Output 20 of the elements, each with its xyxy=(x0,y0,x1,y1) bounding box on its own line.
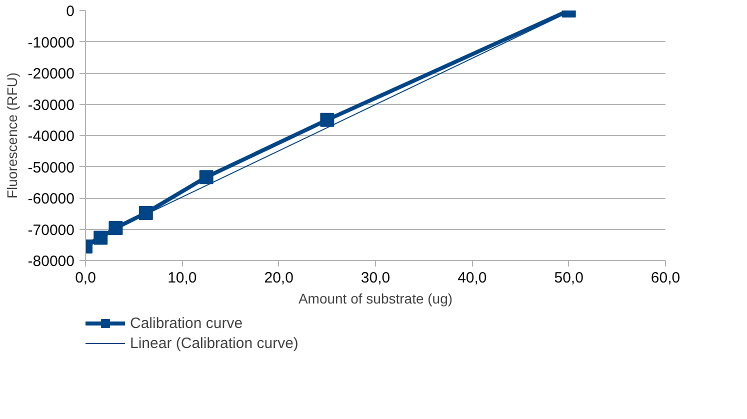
legend-label: Calibration curve xyxy=(130,314,243,333)
y-axis-title: Fluorescence (RFU) xyxy=(4,72,20,199)
y-tick-label: -20000 xyxy=(28,66,75,82)
x-axis-title: Amount of substrate (ug) xyxy=(298,290,453,306)
x-tick-label: 10,0 xyxy=(168,270,197,286)
x-tick-label: 50,0 xyxy=(554,270,584,286)
x-tick-label: 20,0 xyxy=(264,270,294,286)
y-tick-label: 0 xyxy=(66,3,74,20)
y-tick-label: -80000 xyxy=(28,253,75,270)
y-tick-label: -50000 xyxy=(28,159,75,176)
y-tick-label: -60000 xyxy=(28,190,75,208)
x-tick-label: 0,0 xyxy=(75,270,96,286)
x-tick-label: 30,0 xyxy=(360,270,390,286)
y-tick-label: -30000 xyxy=(28,96,75,114)
x-tick-label: 40,0 xyxy=(458,270,487,286)
x-tick-label: 60,0 xyxy=(650,270,680,286)
y-tick-label: -40000 xyxy=(28,128,75,145)
y-tick-label: -10000 xyxy=(28,34,75,52)
legend-label: Linear (Calibration curve) xyxy=(130,334,298,353)
y-tick-label: -70000 xyxy=(28,222,75,239)
